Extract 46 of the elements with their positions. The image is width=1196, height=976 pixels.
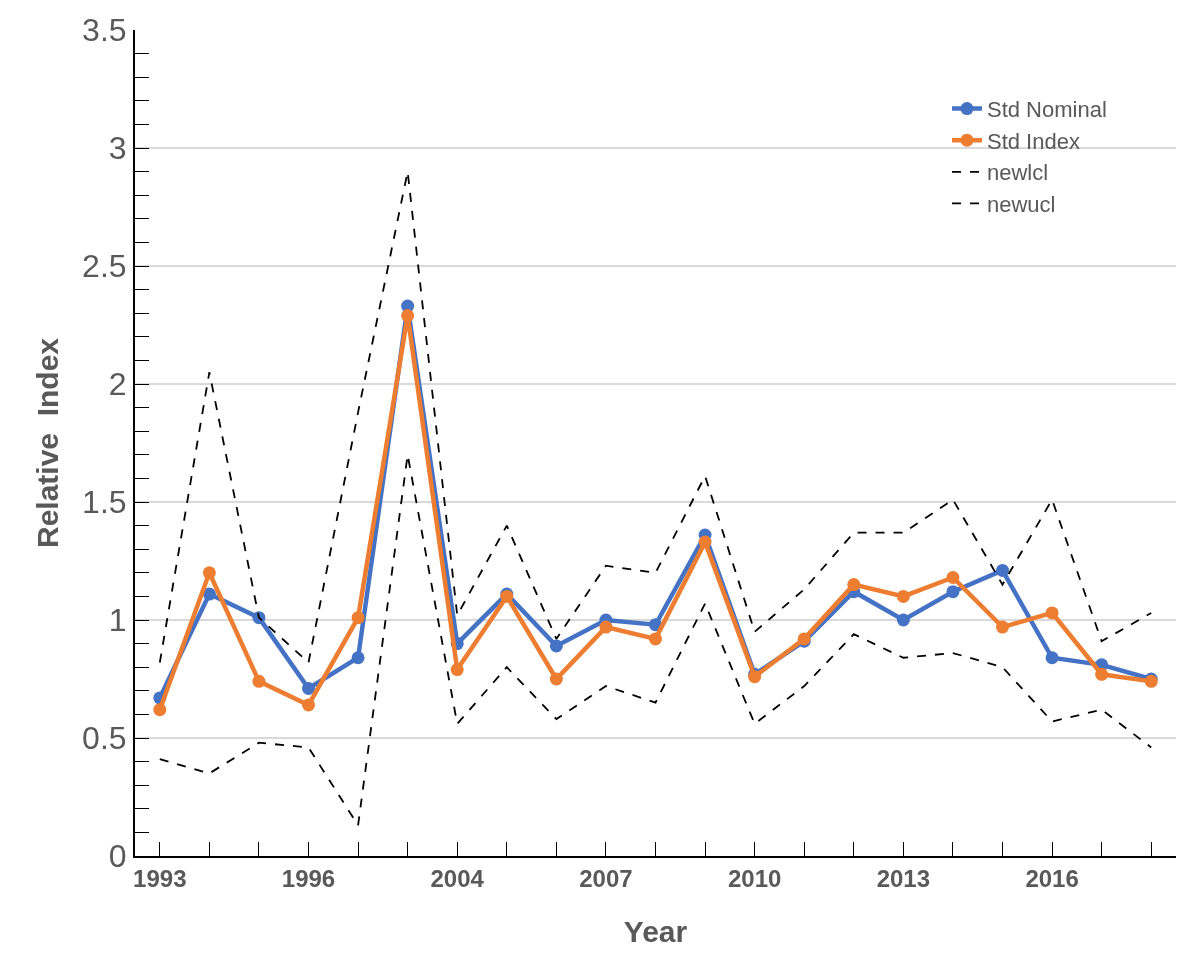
y-tick-label: 0.5	[82, 720, 127, 757]
y-tick-label: 1	[108, 602, 127, 639]
x-tick-label: 2016	[1025, 864, 1079, 892]
legend-label: newucl	[986, 192, 1056, 217]
y-tick-label: 2.5	[82, 248, 127, 285]
y-tick-label: 2	[108, 366, 127, 403]
point	[946, 571, 960, 585]
x-tick-label: 2010	[727, 864, 782, 892]
point	[302, 681, 315, 695]
point	[351, 651, 365, 665]
point	[450, 663, 464, 677]
x-tick-label: 1996	[281, 864, 336, 892]
x-tick-label: 1993	[133, 864, 187, 892]
point	[351, 611, 365, 625]
legend-label: Std Index	[986, 128, 1080, 154]
point	[153, 703, 167, 717]
y-tick-label: 3.5	[82, 12, 127, 49]
point	[202, 587, 216, 601]
point	[649, 632, 662, 646]
point	[252, 674, 266, 688]
point	[996, 620, 1009, 634]
point	[302, 698, 315, 712]
legend-label: newlcl	[986, 160, 1049, 186]
point	[896, 589, 910, 603]
point	[202, 566, 216, 580]
point	[549, 672, 563, 686]
x-tick-label: 2007	[579, 864, 633, 892]
legend-label: Std Nominal	[986, 97, 1107, 123]
x-tick-label: 2013	[876, 864, 931, 892]
point	[946, 585, 960, 599]
point	[847, 578, 861, 592]
y-tick-label: 3	[108, 130, 127, 167]
y-tick-label: 1.5	[82, 484, 127, 521]
point	[1045, 606, 1059, 620]
point	[1095, 667, 1109, 681]
point	[549, 639, 563, 653]
x-axis-title: Year	[623, 914, 688, 948]
point	[698, 535, 712, 549]
point	[896, 613, 910, 627]
x-tick-label: 2004	[430, 864, 485, 892]
point	[1045, 651, 1059, 665]
point	[599, 620, 613, 634]
point	[996, 563, 1009, 577]
y-tick-label: 0	[108, 838, 127, 875]
point	[401, 309, 415, 323]
y-axis-title: Relative Index	[30, 337, 64, 549]
